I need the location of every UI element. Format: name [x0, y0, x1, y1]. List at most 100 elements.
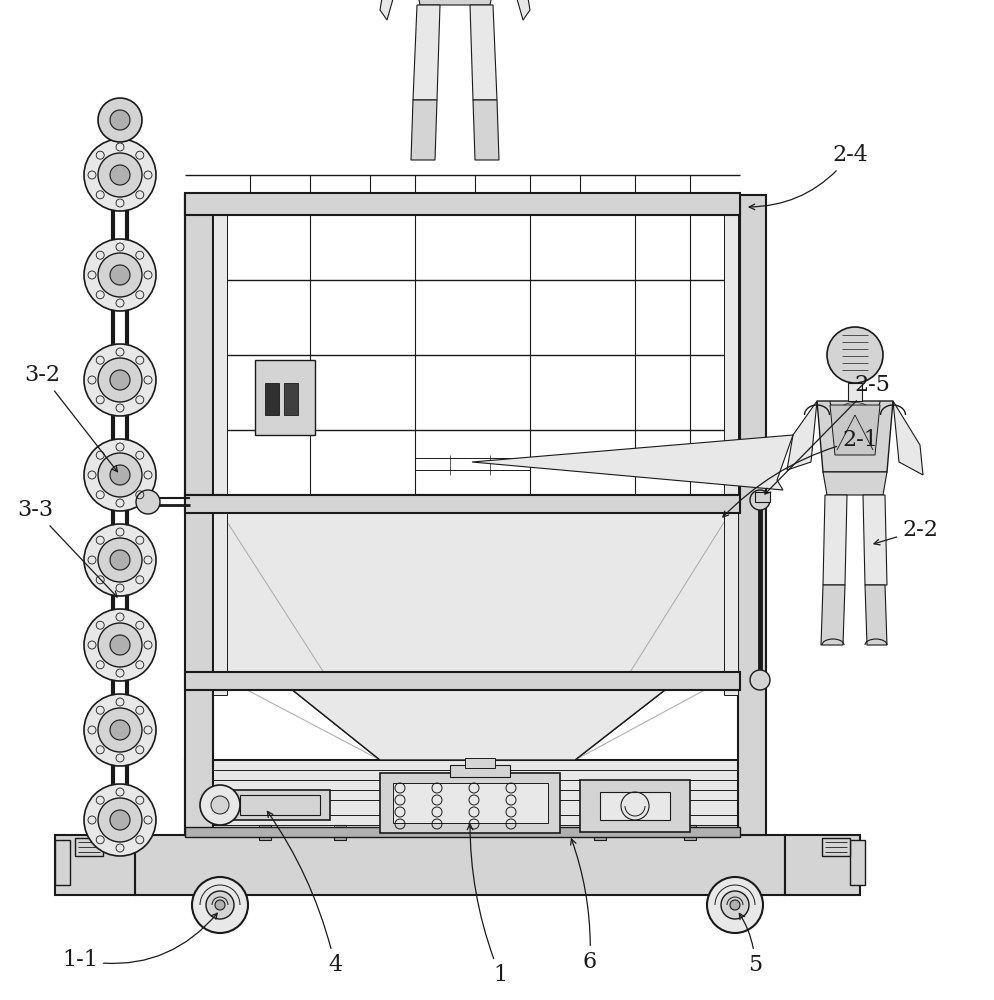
Circle shape: [97, 358, 142, 402]
Bar: [849, 840, 864, 885]
Bar: [185, 195, 213, 835]
Circle shape: [110, 370, 130, 390]
Circle shape: [97, 623, 142, 667]
Circle shape: [97, 253, 142, 297]
Circle shape: [136, 490, 160, 514]
Polygon shape: [862, 495, 886, 585]
Bar: [599, 792, 669, 820]
Text: 4: 4: [267, 811, 342, 976]
Bar: [393, 783, 548, 823]
Circle shape: [97, 153, 142, 197]
Polygon shape: [786, 401, 816, 470]
Text: 1: 1: [467, 824, 507, 986]
Circle shape: [83, 344, 156, 416]
Circle shape: [83, 609, 156, 681]
Circle shape: [110, 635, 130, 655]
Text: 3-3: 3-3: [17, 499, 117, 597]
Polygon shape: [820, 585, 844, 645]
Bar: [185, 672, 740, 690]
Circle shape: [83, 139, 156, 211]
Circle shape: [110, 165, 130, 185]
Polygon shape: [414, 0, 494, 5]
Bar: [334, 825, 346, 840]
Polygon shape: [471, 435, 792, 490]
Text: 2-1: 2-1: [723, 429, 877, 517]
Circle shape: [200, 785, 240, 825]
Bar: [754, 492, 769, 502]
Text: 5: 5: [739, 913, 761, 976]
Circle shape: [110, 720, 130, 740]
Text: 3-2: 3-2: [24, 364, 117, 472]
Text: 2-4: 2-4: [748, 144, 867, 210]
Bar: [185, 195, 740, 495]
Text: 2-2: 2-2: [873, 519, 937, 545]
Circle shape: [97, 798, 142, 842]
Circle shape: [730, 900, 740, 910]
Circle shape: [211, 796, 229, 814]
Bar: [724, 195, 738, 695]
Polygon shape: [822, 495, 846, 585]
Bar: [283, 383, 297, 415]
Bar: [185, 827, 740, 837]
Circle shape: [97, 538, 142, 582]
Bar: [135, 835, 784, 895]
Text: 6: 6: [571, 839, 596, 973]
Polygon shape: [469, 5, 496, 100]
Bar: [580, 780, 689, 832]
Circle shape: [206, 891, 234, 919]
Circle shape: [110, 465, 130, 485]
Bar: [847, 383, 861, 401]
Polygon shape: [513, 0, 530, 20]
Circle shape: [721, 891, 748, 919]
Bar: [738, 195, 765, 835]
Bar: [683, 825, 695, 840]
Bar: [55, 835, 135, 895]
Circle shape: [83, 439, 156, 511]
Bar: [258, 825, 270, 840]
Bar: [240, 795, 320, 815]
Bar: [449, 765, 510, 777]
Polygon shape: [411, 100, 436, 160]
Circle shape: [83, 694, 156, 766]
Polygon shape: [829, 405, 879, 455]
Polygon shape: [472, 100, 499, 160]
Bar: [55, 840, 70, 885]
Polygon shape: [380, 0, 397, 20]
Circle shape: [110, 265, 130, 285]
Circle shape: [110, 110, 130, 130]
Bar: [264, 383, 278, 415]
Bar: [185, 760, 740, 835]
Bar: [185, 495, 740, 513]
Bar: [254, 360, 315, 435]
Polygon shape: [269, 672, 687, 760]
Bar: [821, 838, 849, 856]
Circle shape: [215, 900, 225, 910]
Circle shape: [83, 239, 156, 311]
Polygon shape: [816, 401, 892, 472]
Bar: [213, 195, 227, 695]
Circle shape: [110, 810, 130, 830]
Polygon shape: [822, 472, 886, 495]
Bar: [213, 500, 738, 680]
Circle shape: [192, 877, 248, 933]
Circle shape: [826, 327, 882, 383]
Circle shape: [707, 877, 762, 933]
Polygon shape: [413, 5, 439, 100]
Text: 1-1: 1-1: [62, 913, 217, 971]
Circle shape: [749, 670, 769, 690]
Bar: [784, 835, 859, 895]
Circle shape: [97, 708, 142, 752]
Bar: [75, 838, 103, 856]
Bar: [220, 790, 330, 820]
Circle shape: [83, 784, 156, 856]
Circle shape: [110, 550, 130, 570]
Polygon shape: [864, 585, 886, 645]
Circle shape: [749, 490, 769, 510]
Circle shape: [83, 524, 156, 596]
Circle shape: [97, 453, 142, 497]
Circle shape: [97, 98, 142, 142]
Text: 2-5: 2-5: [764, 374, 889, 494]
Bar: [464, 758, 494, 768]
Polygon shape: [892, 401, 922, 475]
Bar: [593, 825, 605, 840]
